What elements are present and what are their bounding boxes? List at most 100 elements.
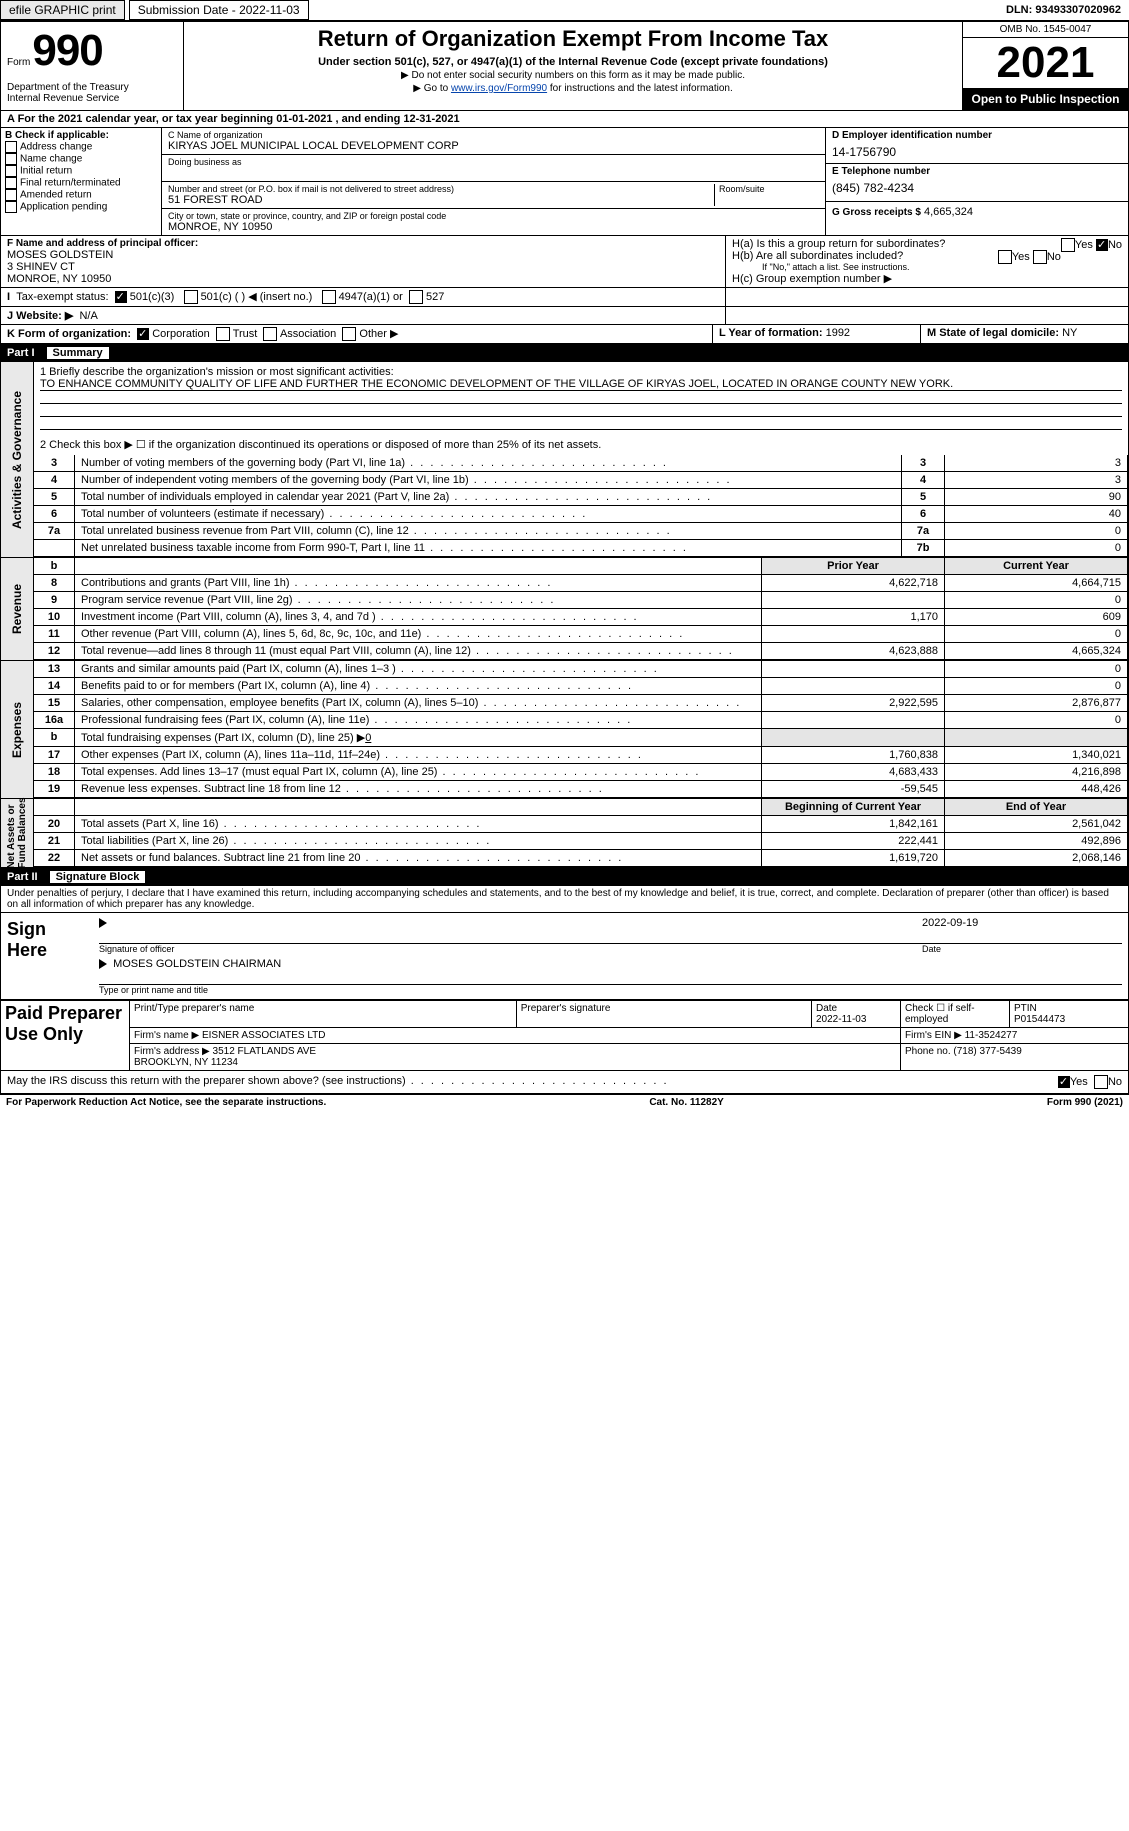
part2-title: Signature Block [50,871,146,883]
gross-receipts: 4,665,324 [924,206,973,218]
l-label: L Year of formation: [719,327,823,339]
year-formation: 1992 [826,327,850,339]
col-d: D Employer identification number 14-1756… [826,128,1128,235]
current-year: 0 [945,626,1128,643]
corp-label: Corporation [152,328,209,340]
line-text: Total fundraising expenses (Part IX, col… [75,729,762,747]
efile-button[interactable]: efile GRAPHIC print [0,0,125,20]
prior-year: -59,545 [762,781,945,798]
org-name-label: C Name of organization [168,130,819,140]
current-year: 448,426 [945,781,1128,798]
chk-app-pending[interactable]: Application pending [5,201,157,213]
line-text: Total number of volunteers (estimate if … [75,506,902,523]
chk-corp[interactable] [137,328,149,340]
hb-yes[interactable]: Yes [1012,251,1030,263]
side-activities: Activities & Governance [10,391,24,529]
501c-label: 501(c) ( ) ◀ (insert no.) [201,291,313,303]
trust-label: Trust [233,328,258,340]
chk-final-return[interactable]: Final return/terminated [5,177,157,189]
line-num: 6 [34,506,75,523]
ha-yes[interactable]: Yes [1075,239,1093,251]
irs-link[interactable]: www.irs.gov/Form990 [451,83,547,94]
current-year: 0 [945,712,1128,729]
may-yes: Yes [1070,1076,1088,1088]
begin-year: 1,619,720 [762,850,945,867]
current-year: 4,665,324 [945,643,1128,660]
box-num: 5 [902,489,945,506]
prior-year [762,729,945,747]
chk-amended[interactable]: Amended return [5,189,157,201]
top-bar: efile GRAPHIC print Submission Date - 20… [0,0,1129,22]
expenses-table: 13 Grants and similar amounts paid (Part… [34,661,1128,798]
revenue-section: Revenue bPrior YearCurrent Year 8 Contri… [0,558,1129,661]
end-year: 2,068,146 [945,850,1128,867]
current-year: 0 [945,661,1128,678]
goto-line: ▶ Go to www.irs.gov/Form990 for instruct… [190,83,956,94]
current-year: 4,216,898 [945,764,1128,781]
line-num: 5 [34,489,75,506]
prior-year [762,592,945,609]
m-label: M State of legal domicile: [927,327,1059,339]
line-text: Salaries, other compensation, employee b… [75,695,762,712]
sig-date-label: Date [922,943,1122,954]
street-address: 51 FOREST ROAD [168,194,714,206]
prior-year [762,712,945,729]
chk-501c3[interactable] [115,291,127,303]
tel-label: E Telephone number [832,166,1122,177]
line-num: 12 [34,643,75,660]
state-domicile: NY [1062,327,1077,339]
room-label: Room/suite [719,184,819,194]
line-text: Benefits paid to or for members (Part IX… [75,678,762,695]
officer-addr2: MONROE, NY 10950 [7,273,719,285]
chk-address-change[interactable]: Address change [5,141,157,153]
line-text: Other revenue (Part VIII, column (A), li… [75,626,762,643]
current-year: 0 [945,678,1128,695]
501c3-label: 501(c)(3) [130,291,175,303]
addr-label: Number and street (or P.O. box if mail i… [168,184,714,194]
chk-4947[interactable] [322,290,336,304]
chk-initial-return[interactable]: Initial return [5,165,157,177]
chk-name-change[interactable]: Name change [5,153,157,165]
hdr-curr: Current Year [945,558,1128,575]
part1-title: Summary [47,347,109,359]
prior-year: 1,760,838 [762,747,945,764]
row-i: I Tax-exempt status: 501(c)(3) 501(c) ( … [0,288,1129,307]
part1-header: Part I Summary [0,344,1129,362]
open-to-public: Open to Public Inspection [963,88,1128,110]
ein-label: D Employer identification number [832,130,1122,141]
goto-post: for instructions and the latest informat… [547,83,733,94]
line-num: b [34,729,75,747]
chk-assoc[interactable] [263,327,277,341]
ha-no[interactable]: No [1108,239,1122,251]
prior-year [762,626,945,643]
row-klm: K Form of organization: Corporation Trus… [0,325,1129,344]
submission-date: Submission Date - 2022-11-03 [129,0,309,20]
may-no-chk[interactable] [1094,1075,1108,1089]
omb-number: OMB No. 1545-0047 [963,22,1128,38]
hdr-prior: Prior Year [762,558,945,575]
may-yes-chk[interactable] [1058,1076,1070,1088]
line-text: Total liabilities (Part X, line 26) [75,833,762,850]
footer-right: Form 990 (2021) [1047,1097,1123,1108]
firm-ein: 11-3524277 [965,1030,1018,1041]
chk-trust[interactable] [216,327,230,341]
part1-num: Part I [7,347,47,359]
activities-section: Activities & Governance 1 Briefly descri… [0,362,1129,558]
line-text: Net unrelated business taxable income fr… [75,540,902,557]
firm-phone: (718) 377-5439 [953,1046,1021,1057]
may-question: May the IRS discuss this return with the… [7,1075,406,1087]
current-year: 609 [945,609,1128,626]
hb-note: If "No," attach a list. See instructions… [732,262,1122,272]
box-num: 7b [902,540,945,557]
chk-527[interactable] [409,290,423,304]
summary-table: 3 Number of voting members of the govern… [34,455,1128,557]
prior-year [762,678,945,695]
firm-name-label: Firm's name ▶ [134,1030,199,1041]
hb-no[interactable]: No [1047,251,1061,263]
line-a-mid: , and ending [336,113,404,125]
line-text: Number of voting members of the governin… [75,455,902,472]
chk-other[interactable] [342,327,356,341]
goto-pre: ▶ Go to [413,83,451,94]
tax-year-begin: 01-01-2021 [276,113,332,125]
chk-501c[interactable] [184,290,198,304]
